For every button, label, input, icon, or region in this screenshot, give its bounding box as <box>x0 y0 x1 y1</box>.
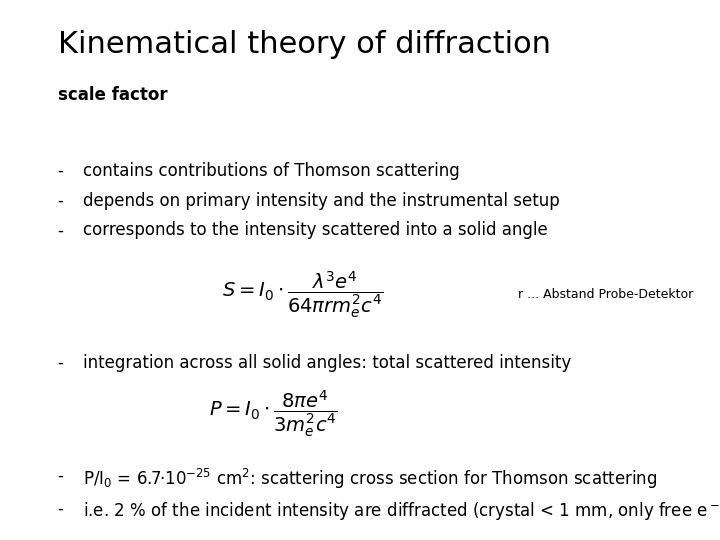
Text: scale factor: scale factor <box>58 86 167 104</box>
Text: -: - <box>58 467 63 485</box>
Text: -: - <box>58 500 63 517</box>
Text: -: - <box>58 162 63 180</box>
Text: Kinematical theory of diffraction: Kinematical theory of diffraction <box>58 30 551 59</box>
Text: depends on primary intensity and the instrumental setup: depends on primary intensity and the ins… <box>83 192 559 210</box>
Text: -: - <box>58 192 63 210</box>
Text: contains contributions of Thomson scattering: contains contributions of Thomson scatte… <box>83 162 459 180</box>
Text: -: - <box>58 221 63 239</box>
Text: integration across all solid angles: total scattered intensity: integration across all solid angles: tot… <box>83 354 571 372</box>
Text: -: - <box>58 354 63 372</box>
Text: r ... Abstand Probe-Detektor: r ... Abstand Probe-Detektor <box>518 288 693 301</box>
Text: $S = I_0 \cdot \dfrac{\lambda^3 e^4}{64\pi r m_e^2 c^4}$: $S = I_0 \cdot \dfrac{\lambda^3 e^4}{64\… <box>222 269 383 320</box>
Text: $P = I_0 \cdot \dfrac{8\pi e^4}{3m_e^2 c^4}$: $P = I_0 \cdot \dfrac{8\pi e^4}{3m_e^2 c… <box>210 388 338 438</box>
Text: corresponds to the intensity scattered into a solid angle: corresponds to the intensity scattered i… <box>83 221 547 239</box>
Text: i.e. 2 % of the incident intensity are diffracted (crystal < 1 mm, only free e$^: i.e. 2 % of the incident intensity are d… <box>83 500 720 522</box>
Text: P/I$_0$ = 6.7·10$^{-25}$ cm$^2$: scattering cross section for Thomson scattering: P/I$_0$ = 6.7·10$^{-25}$ cm$^2$: scatter… <box>83 467 657 491</box>
